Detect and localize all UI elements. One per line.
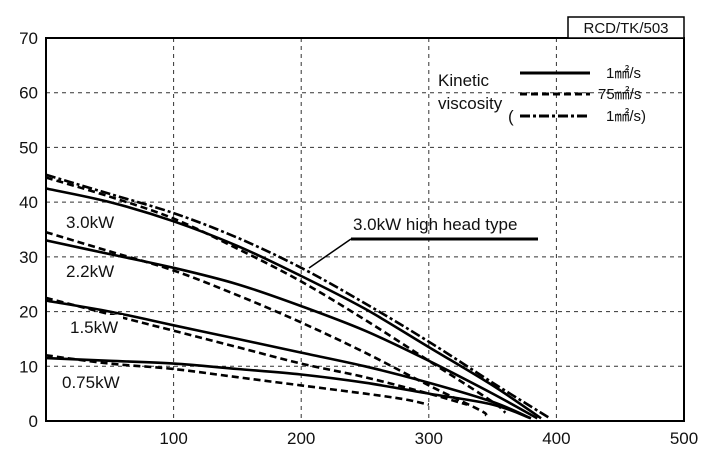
motor-label-bg-3 — [59, 370, 125, 394]
x-tick-300: 300 — [415, 429, 443, 448]
series-5-solid — [45, 299, 532, 420]
legend: Kinetic viscosity ( 1㎟/s 75㎟/s 1㎟/s) — [438, 65, 646, 126]
series-7-solid — [45, 356, 532, 420]
motor-label-3: 0.75kW — [62, 373, 120, 392]
series-8-dashed — [45, 354, 430, 406]
legend-label-dashdot: 1㎟/s) — [606, 108, 646, 125]
legend-title-line1: Kinetic — [438, 71, 490, 90]
y-tick-60: 60 — [19, 84, 38, 103]
code-box — [567, 16, 685, 39]
motor-label-bg-2 — [67, 315, 123, 339]
motor-label-1: 2.2kW — [66, 262, 114, 281]
y-tick-20: 20 — [19, 303, 38, 322]
legend-paren: ( — [508, 107, 514, 126]
tick-labels-group: 100 200 300 400 500 0 10 20 30 40 50 60 70 — [19, 29, 698, 448]
motor-labels-group: 3.0kW 2.2kW 1.5kW 0.75kW — [59, 210, 125, 394]
x-tick-100: 100 — [159, 429, 187, 448]
legend-title-line2: viscosity — [438, 94, 503, 113]
series-2-dashdot — [45, 173, 551, 420]
x-tick-400: 400 — [542, 429, 570, 448]
y-tick-70: 70 — [19, 29, 38, 48]
high-head-label: 3.0kW high head type — [353, 215, 517, 234]
y-tick-50: 50 — [19, 138, 38, 157]
series-3-solid — [45, 239, 538, 420]
x-tick-200: 200 — [287, 429, 315, 448]
motor-label-bg-0 — [63, 210, 119, 234]
plot-frame — [45, 37, 685, 422]
y-tick-0: 0 — [29, 412, 38, 431]
motor-label-2: 1.5kW — [70, 318, 118, 337]
y-tick-10: 10 — [19, 357, 38, 376]
y-tick-40: 40 — [19, 193, 38, 212]
series-1-dashed — [45, 176, 507, 414]
x-tick-500: 500 — [670, 429, 698, 448]
legend-label-solid: 1㎟/s — [606, 65, 641, 82]
legend-label-dashed: 75㎟/s — [598, 86, 641, 103]
y-tick-30: 30 — [19, 248, 38, 267]
code-label: RCD/TK/503 — [583, 20, 668, 37]
motor-label-0: 3.0kW — [66, 213, 114, 232]
high-head-leader — [308, 238, 352, 269]
motor-label-bg-1 — [63, 259, 119, 283]
series-4-dashed — [45, 230, 488, 417]
series-0-solid — [45, 187, 542, 420]
